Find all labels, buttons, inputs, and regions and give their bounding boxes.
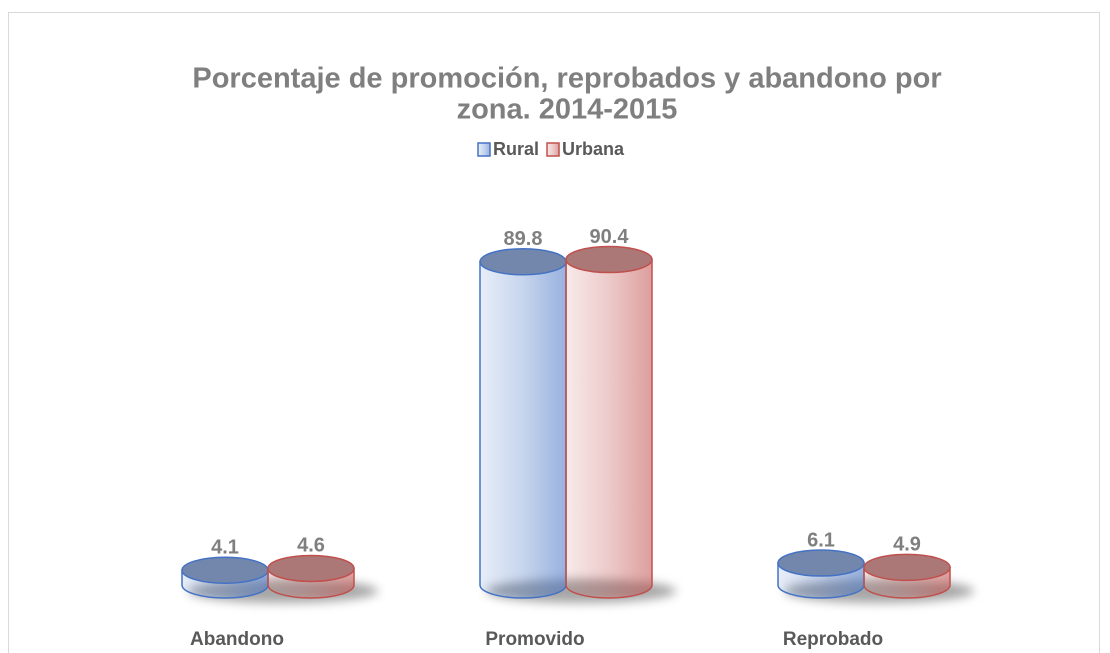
cylinder-top-base bbox=[268, 555, 354, 582]
x-tick-label: Abandono bbox=[190, 629, 284, 650]
cylinder-top bbox=[479, 247, 567, 276]
chart-title: zona. 2014-2015 bbox=[457, 94, 678, 126]
cylinder-top bbox=[565, 245, 653, 274]
cylinder-top-base bbox=[864, 554, 950, 581]
cylinder-top-base bbox=[778, 550, 864, 577]
cylinder-top-base bbox=[182, 557, 268, 584]
data-label: 4.6 bbox=[297, 535, 325, 557]
cylinder-top bbox=[777, 549, 865, 577]
cylinder-top-base bbox=[480, 248, 566, 275]
data-label: 4.1 bbox=[211, 537, 239, 559]
legend-swatch bbox=[546, 142, 560, 157]
cylinder-top-base bbox=[566, 246, 652, 273]
legend-label: Urbana bbox=[562, 139, 625, 159]
cylinder-top bbox=[863, 553, 951, 582]
cylinder-top bbox=[267, 554, 355, 583]
x-tick-label: Reprobado bbox=[783, 629, 883, 650]
data-label: 6.1 bbox=[807, 529, 835, 551]
data-label: 4.9 bbox=[893, 534, 921, 556]
legend-label: Rural bbox=[493, 139, 539, 159]
data-label: 90.4 bbox=[590, 226, 630, 248]
chart-title: Porcentaje de promoción, reprobados y ab… bbox=[192, 63, 941, 95]
cylinder bbox=[479, 260, 567, 599]
cylinder-top bbox=[181, 556, 269, 584]
x-tick-label: Promovido bbox=[485, 629, 584, 650]
cylinder bbox=[565, 258, 653, 599]
legend-swatch bbox=[477, 142, 491, 157]
data-label: 89.8 bbox=[504, 228, 543, 250]
